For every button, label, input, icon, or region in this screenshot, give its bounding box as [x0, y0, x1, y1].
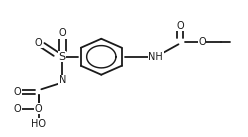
Text: O: O — [14, 104, 22, 114]
Text: O: O — [14, 87, 22, 97]
Text: O: O — [59, 28, 66, 38]
Text: O: O — [198, 37, 206, 47]
Text: HO: HO — [31, 119, 46, 129]
Text: S: S — [59, 52, 66, 62]
Text: O: O — [35, 104, 42, 114]
Text: O: O — [35, 38, 42, 48]
Text: N: N — [59, 75, 66, 85]
Text: NH: NH — [148, 52, 163, 62]
Text: O: O — [177, 21, 184, 31]
